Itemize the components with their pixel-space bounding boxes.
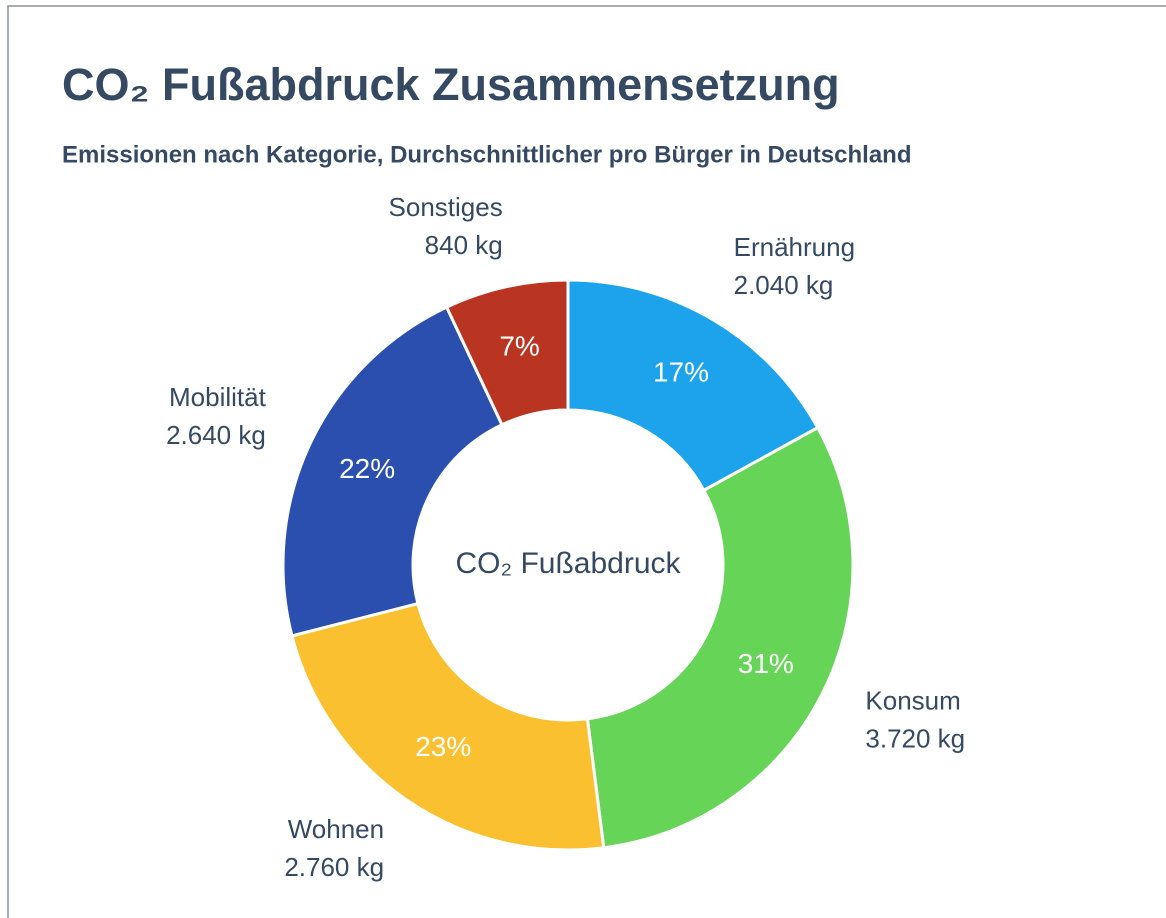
percent-label: 31% bbox=[738, 648, 794, 679]
donut-slice bbox=[290, 601, 606, 852]
category-label: Ernährung bbox=[734, 232, 855, 262]
category-label: Konsum bbox=[865, 686, 960, 716]
donut-slice bbox=[281, 305, 504, 638]
value-label: 3.720 kg bbox=[865, 724, 965, 754]
value-label: 840 kg bbox=[425, 230, 503, 260]
category-label: Sonstiges bbox=[389, 192, 503, 222]
value-label: 2.760 kg bbox=[284, 852, 384, 882]
donut-slice bbox=[444, 278, 570, 427]
percent-label: 22% bbox=[339, 453, 395, 484]
donut-slice bbox=[585, 425, 855, 850]
category-label: Mobilität bbox=[169, 382, 267, 412]
donut-slice bbox=[566, 278, 820, 493]
percent-label: 7% bbox=[499, 331, 539, 362]
category-label: Wohnen bbox=[288, 814, 384, 844]
center-label: CO₂ Fußabdruck bbox=[455, 547, 681, 580]
percent-label: 23% bbox=[415, 731, 471, 762]
chart-subtitle: Emissionen nach Kategorie, Durchschnittl… bbox=[62, 141, 912, 168]
value-label: 2.640 kg bbox=[166, 420, 266, 450]
percent-label: 17% bbox=[653, 356, 709, 387]
chart-title: CO₂ Fußabdruck Zusammensetzung bbox=[62, 59, 840, 110]
value-label: 2.040 kg bbox=[734, 270, 834, 300]
